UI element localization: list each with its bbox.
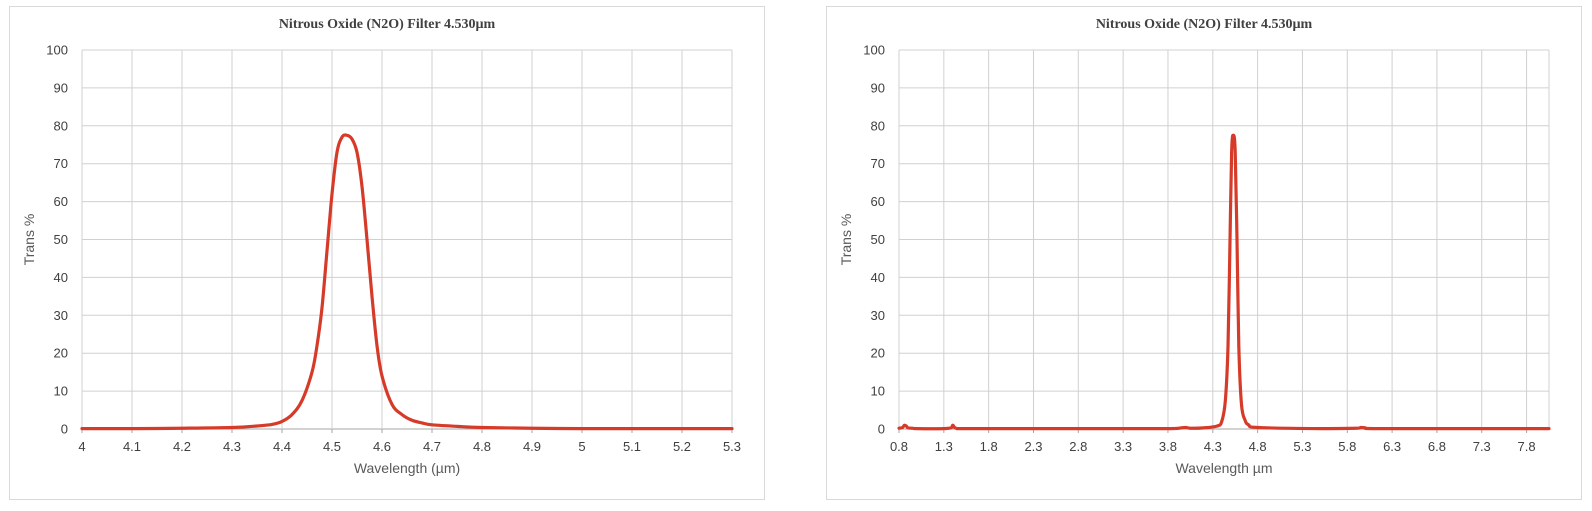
x-tick-label: 4.1	[123, 439, 141, 454]
x-tick-label: 4.8	[473, 439, 491, 454]
x-tick-label: 4.6	[373, 439, 391, 454]
x-tick-label: 5.8	[1338, 439, 1356, 454]
y-tick-label: 50	[871, 232, 885, 247]
x-tick-label: 5	[578, 439, 585, 454]
x-tick-label: 4.9	[523, 439, 541, 454]
x-tick-label: 0.8	[890, 439, 908, 454]
y-tick-label: 10	[54, 384, 68, 399]
chart-title: Nitrous Oxide (N2O) Filter 4.530µm	[278, 17, 496, 32]
y-tick-label: 30	[54, 308, 68, 323]
chart-title: Nitrous Oxide (N2O) Filter 4.530µm	[1095, 17, 1313, 32]
x-tick-label: 3.8	[1159, 439, 1177, 454]
y-tick-label: 0	[61, 422, 68, 437]
x-tick-label: 2.3	[1024, 439, 1042, 454]
chart-left-svg: 0 10 20 30 40 50 60 70 80 90 100 4 4.1 4.2 4.3 4.4 4.5 4.…	[21, 43, 741, 477]
y-tick-label: 100	[46, 43, 68, 58]
y-tick-label: 10	[871, 384, 885, 399]
x-tick-label: 2.8	[1069, 439, 1087, 454]
x-tick-label: 4.4	[273, 439, 291, 454]
x-tick-label: 3.3	[1114, 439, 1132, 454]
x-tick-label: 5.3	[1293, 439, 1311, 454]
x-tick-label: 4.5	[323, 439, 341, 454]
x-tick-label: 7.8	[1518, 439, 1536, 454]
chart-panel-left: Nitrous Oxide (N2O) Filter 4.530µm 0 10 20…	[9, 6, 765, 500]
y-tick-label: 0	[878, 422, 885, 437]
y-tick-label: 40	[871, 270, 885, 285]
x-tick-label: 5.2	[673, 439, 691, 454]
y-tick-label: 70	[871, 156, 885, 171]
y-tick-label: 80	[54, 118, 68, 133]
x-axis-label: Wavelength µm	[1175, 460, 1272, 476]
y-tick-label: 20	[871, 346, 885, 361]
chart-panel-right: Nitrous Oxide (N2O) Filter 4.530µm 0 10 20…	[826, 6, 1582, 500]
x-tick-label: 4.2	[173, 439, 191, 454]
chart-right-svg: 0 10 20 30 40 50 60 70 80 90 100 0.8 1.3 1.8 2.3 2.8 3.3…	[838, 43, 1551, 476]
x-axis-label: Wavelength (µm)	[354, 460, 460, 476]
y-tick-label: 90	[871, 80, 885, 95]
x-tick-label: 5.3	[723, 439, 741, 454]
x-tick-label: 5.1	[623, 439, 641, 454]
x-tick-label: 7.3	[1473, 439, 1491, 454]
x-tick-label: 6.8	[1428, 439, 1446, 454]
y-tick-label: 70	[54, 156, 68, 171]
x-tick-label: 4.7	[423, 439, 441, 454]
x-tick-label: 4.3	[223, 439, 241, 454]
y-tick-label: 90	[54, 80, 68, 95]
x-tick-label: 4.8	[1249, 439, 1267, 454]
y-tick-label: 30	[871, 308, 885, 323]
y-axis-label: Trans %	[838, 214, 854, 266]
transmission-series-line	[897, 133, 1551, 431]
y-tick-label: 20	[54, 346, 68, 361]
x-tick-label: 4.3	[1204, 439, 1222, 454]
x-tick-label: 4	[78, 439, 85, 454]
y-axis-label: Trans %	[21, 214, 37, 266]
y-tick-label: 60	[54, 194, 68, 209]
y-tick-label: 80	[871, 118, 885, 133]
y-tick-label: 50	[54, 232, 68, 247]
y-tick-label: 40	[54, 270, 68, 285]
x-tick-label: 1.8	[980, 439, 998, 454]
y-tick-label: 60	[871, 194, 885, 209]
transmission-series-line	[80, 133, 734, 431]
x-tick-label: 6.3	[1383, 439, 1401, 454]
x-tick-label: 1.3	[935, 439, 953, 454]
y-tick-label: 100	[863, 43, 885, 58]
